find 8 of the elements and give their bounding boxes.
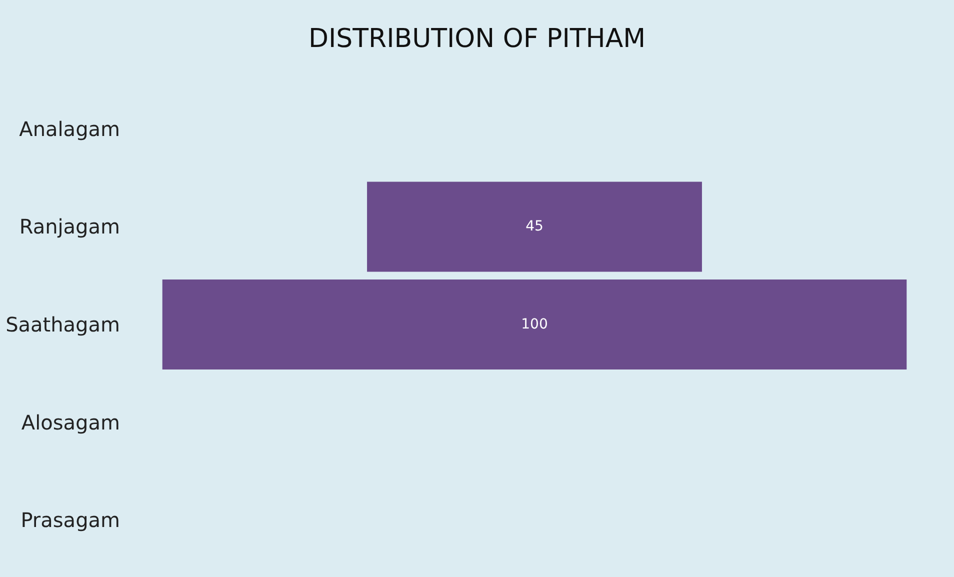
text: DISTRIBUTION OF PITHAM: [308, 24, 646, 54]
category-label: Ranjagam: [19, 214, 120, 239]
category-label: Analagam: [19, 116, 120, 141]
category-label: Alosagam: [21, 410, 120, 434]
data-label: 100: [521, 316, 548, 332]
category-label: Prasagam: [20, 508, 120, 532]
category-label: Saathagam: [6, 312, 120, 336]
data-label: 45: [526, 218, 544, 235]
